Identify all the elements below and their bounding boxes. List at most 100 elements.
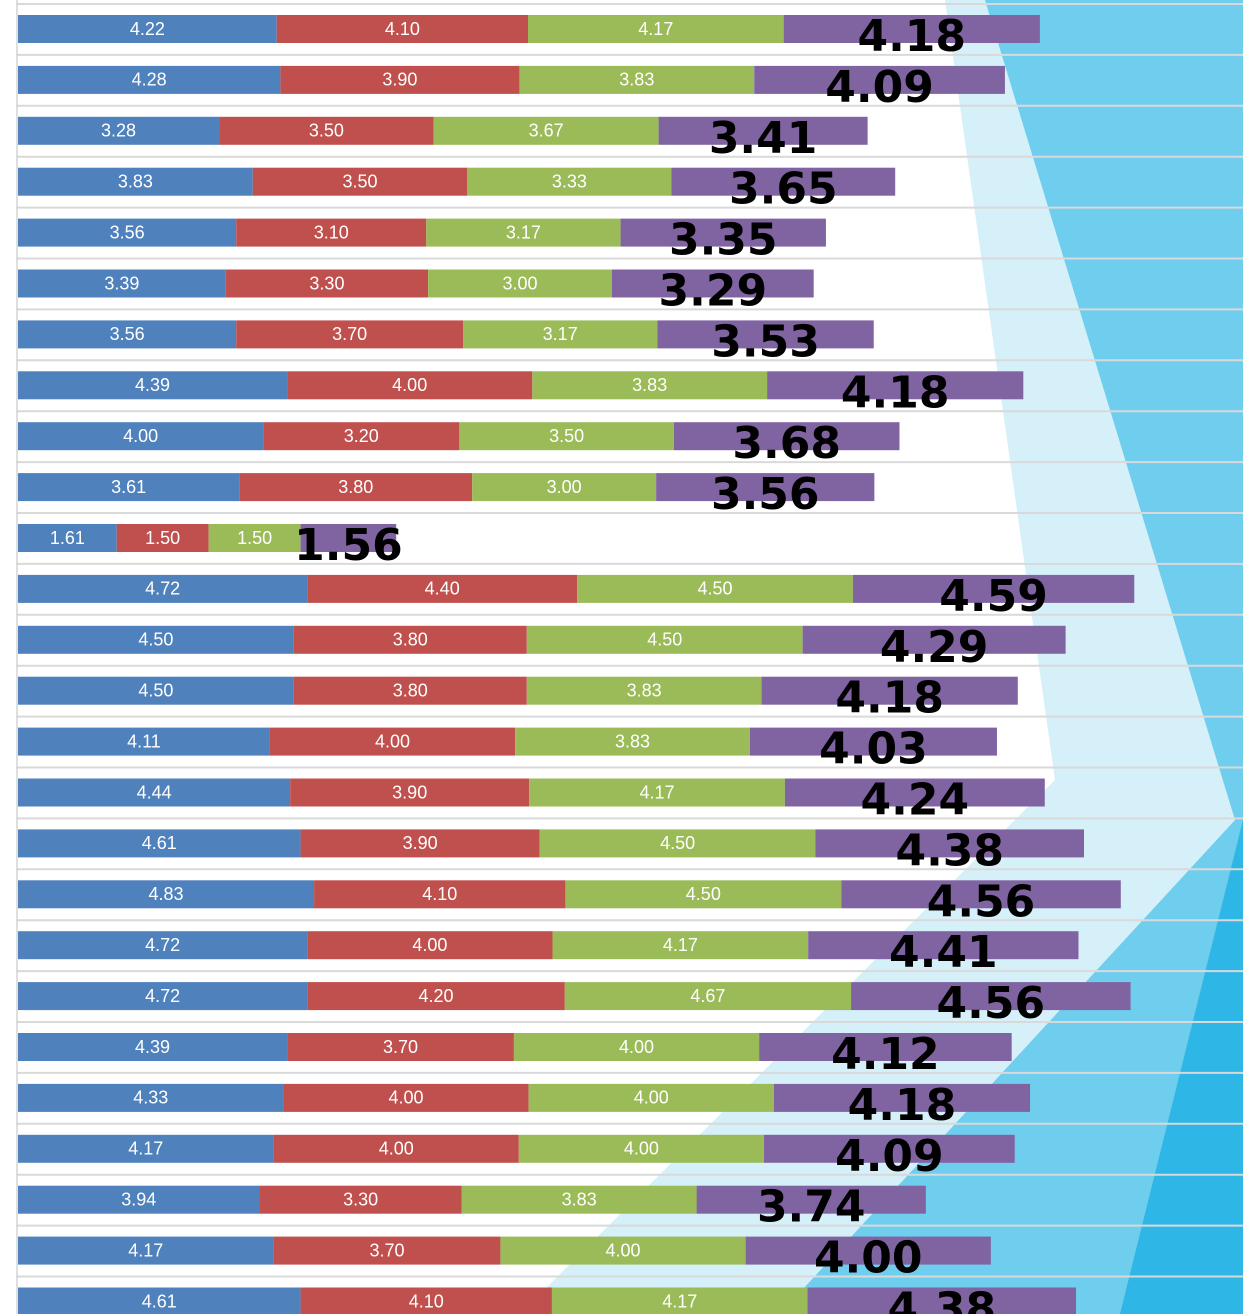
- value-label: 4.10: [385, 19, 420, 39]
- value-label: 3.00: [503, 273, 538, 293]
- value-label: 3.94: [121, 1189, 156, 1209]
- value-label: 3.00: [547, 477, 582, 497]
- total-label: 3.35: [669, 215, 778, 266]
- total-label: 4.09: [825, 62, 934, 113]
- value-label: 4.10: [422, 884, 457, 904]
- value-label: 4.83: [149, 884, 184, 904]
- value-label: 4.17: [128, 1139, 163, 1159]
- value-label: 4.61: [142, 1291, 177, 1311]
- value-label: 3.17: [506, 222, 541, 242]
- value-label: 4.28: [132, 70, 167, 90]
- value-label: 4.72: [145, 579, 180, 599]
- value-label: 3.80: [393, 630, 428, 650]
- value-label: 3.50: [309, 121, 344, 141]
- value-label: 4.50: [660, 833, 695, 853]
- value-label: 3.70: [383, 1037, 418, 1057]
- value-label: 3.67: [529, 121, 564, 141]
- value-label: 3.90: [382, 70, 417, 90]
- value-label: 4.00: [606, 1240, 641, 1260]
- value-label: 3.83: [118, 171, 153, 191]
- value-label: 3.56: [110, 222, 145, 242]
- value-label: 3.83: [627, 680, 662, 700]
- value-label: 4.17: [640, 782, 675, 802]
- value-label: 4.40: [425, 579, 460, 599]
- value-label: 3.83: [632, 375, 667, 395]
- value-label: 4.00: [392, 375, 427, 395]
- total-label: 4.18: [835, 673, 944, 724]
- value-label: 3.61: [111, 477, 146, 497]
- value-label: 4.17: [638, 19, 673, 39]
- value-label: 4.11: [127, 731, 161, 751]
- chart: 4.22 4.10 4.17 4.18 4.28 3.90 3.83 4.09 3.28 3.50…: [0, 0, 1243, 1314]
- value-label: 4.17: [128, 1240, 163, 1260]
- total-label: 3.41: [709, 113, 818, 164]
- value-label: 4.00: [379, 1139, 414, 1159]
- total-label: 4.18: [857, 11, 966, 62]
- value-label: 4.39: [135, 1037, 170, 1057]
- value-label: 4.50: [647, 630, 682, 650]
- value-label: 4.72: [145, 986, 180, 1006]
- value-label: 3.90: [403, 833, 438, 853]
- total-label: 4.18: [841, 367, 950, 418]
- total-label: 4.59: [939, 571, 1048, 622]
- total-label: 4.12: [831, 1029, 940, 1080]
- value-label: 4.50: [697, 579, 732, 599]
- value-label: 3.10: [314, 222, 349, 242]
- total-label: 3.65: [729, 164, 838, 215]
- value-label: 3.83: [562, 1189, 597, 1209]
- value-label: 1.50: [237, 528, 272, 548]
- value-label: 4.00: [634, 1088, 669, 1108]
- total-label: 4.24: [861, 775, 970, 826]
- value-label: 4.50: [686, 884, 721, 904]
- value-label: 4.00: [619, 1037, 654, 1057]
- value-label: 4.44: [137, 782, 172, 802]
- value-label: 3.50: [343, 171, 378, 191]
- value-label: 3.30: [309, 273, 344, 293]
- total-label: 4.29: [880, 622, 989, 673]
- total-label: 4.56: [927, 876, 1036, 927]
- total-label: 4.18: [848, 1080, 957, 1131]
- total-label: 4.38: [888, 1284, 997, 1314]
- value-label: 3.70: [370, 1240, 405, 1260]
- value-label: 3.83: [619, 70, 654, 90]
- value-label: 3.30: [343, 1189, 378, 1209]
- value-label: 4.00: [375, 731, 410, 751]
- value-label: 3.33: [552, 171, 587, 191]
- value-label: 3.83: [615, 731, 650, 751]
- value-label: 3.17: [543, 324, 578, 344]
- total-label: 4.38: [895, 825, 1004, 876]
- total-label: 1.56: [294, 520, 403, 571]
- value-label: 4.33: [133, 1088, 168, 1108]
- total-label: 3.74: [757, 1182, 866, 1233]
- total-label: 4.09: [835, 1131, 944, 1182]
- total-label: 3.29: [659, 266, 768, 317]
- total-label: 3.68: [732, 418, 841, 469]
- value-label: 3.90: [392, 782, 427, 802]
- value-label: 4.50: [138, 630, 173, 650]
- value-label: 4.22: [130, 19, 165, 39]
- total-label: 4.00: [814, 1233, 923, 1284]
- value-label: 4.00: [624, 1139, 659, 1159]
- page: 4.22 4.10 4.17 4.18 4.28 3.90 3.83 4.09 3.28 3.50…: [0, 0, 1243, 1314]
- total-label: 3.53: [711, 316, 820, 367]
- value-label: 4.00: [412, 935, 447, 955]
- total-label: 3.56: [711, 469, 820, 520]
- value-label: 4.20: [419, 986, 454, 1006]
- value-label: 4.17: [663, 935, 698, 955]
- value-label: 4.10: [409, 1291, 444, 1311]
- value-label: 1.61: [50, 528, 85, 548]
- value-label: 3.50: [549, 426, 584, 446]
- value-label: 3.56: [110, 324, 145, 344]
- value-label: 4.50: [138, 680, 173, 700]
- total-label: 4.03: [819, 724, 928, 775]
- value-label: 3.39: [104, 273, 139, 293]
- value-label: 4.39: [135, 375, 170, 395]
- total-label: 4.41: [889, 927, 998, 978]
- value-label: 4.00: [389, 1088, 424, 1108]
- value-label: 3.28: [101, 121, 136, 141]
- value-label: 4.00: [123, 426, 158, 446]
- total-label: 4.56: [937, 978, 1046, 1029]
- value-label: 3.20: [344, 426, 379, 446]
- value-label: 4.17: [662, 1291, 697, 1311]
- value-label: 3.70: [332, 324, 367, 344]
